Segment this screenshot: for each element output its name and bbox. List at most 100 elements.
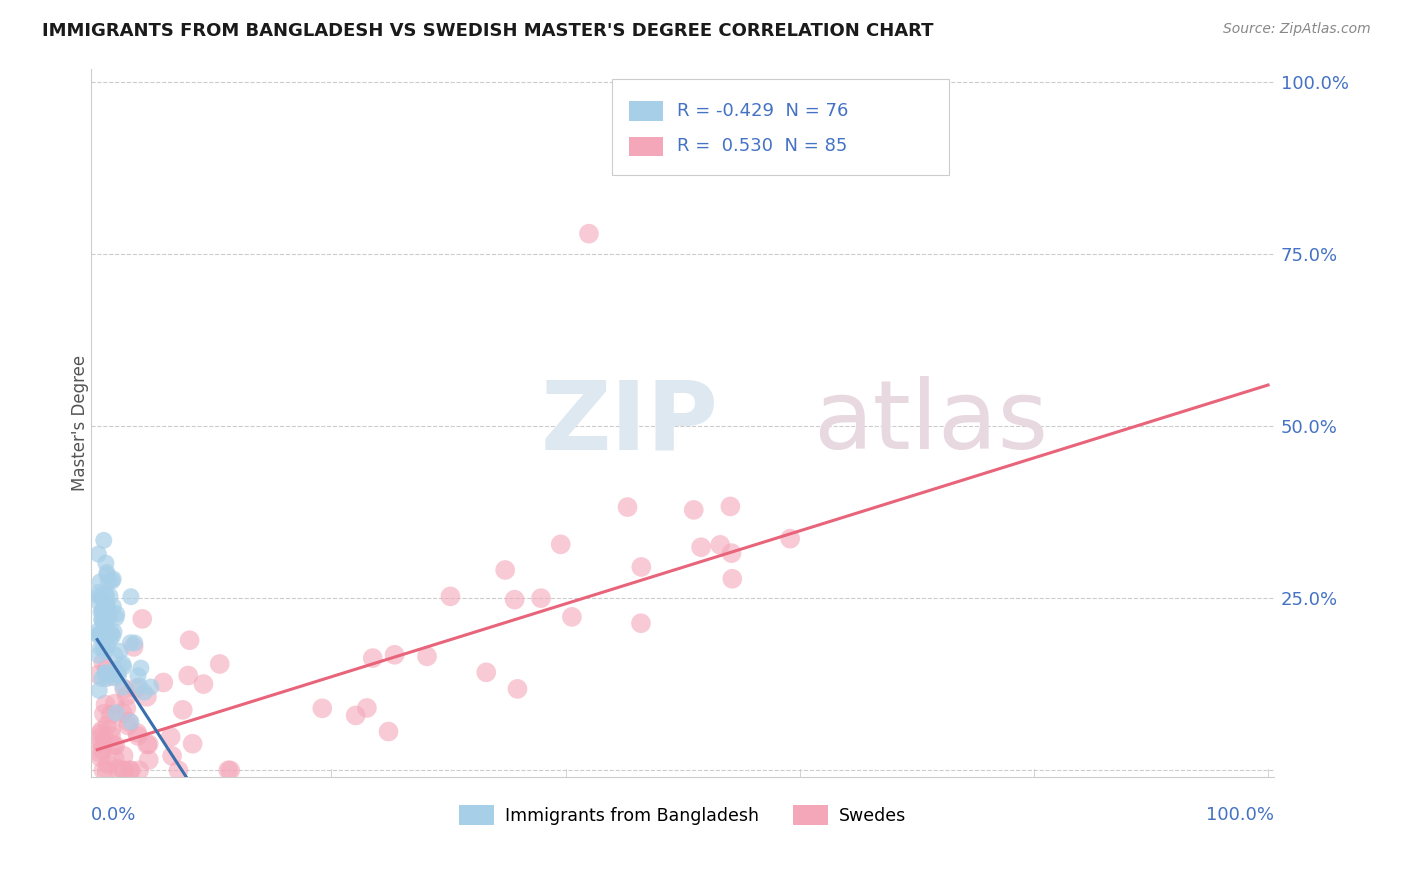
Point [344,708,367,723]
Point [87,628,110,642]
Point [112,681,135,696]
Point [506,681,529,696]
Point [96,662,118,676]
Point [111,706,134,720]
Point [217,764,239,778]
Point [181,737,204,751]
Point [159,730,181,744]
Point [129,661,152,675]
Point [721,572,744,586]
Point [105,706,128,720]
Point [135,690,157,704]
Point [550,537,572,551]
Point [91,640,114,654]
Point [630,616,652,631]
Point [104,739,127,753]
Point [94,624,117,639]
Text: atlas: atlas [813,376,1047,469]
Point [112,748,135,763]
Point [131,612,153,626]
Point [89,589,111,603]
Point [105,610,128,624]
Point [96,614,118,628]
Point [90,605,112,619]
Point [177,668,200,682]
Point [93,706,115,721]
Point [93,764,115,778]
Point [690,540,713,554]
Point [111,657,134,671]
Point [94,602,117,616]
Point [127,726,149,740]
Point [94,698,117,712]
Point [96,567,118,582]
Point [103,599,125,614]
Point [97,574,120,589]
Point [125,681,148,696]
Point [117,718,139,732]
Point [93,613,115,627]
Point [503,592,526,607]
Point [103,738,125,752]
Point [97,599,120,613]
Point [416,649,439,664]
Point [94,666,117,681]
Point [120,714,142,729]
Point [104,697,127,711]
Point [90,723,112,738]
Point [117,714,139,729]
Point [94,672,117,686]
Point [94,665,117,680]
Point [311,701,333,715]
Point [193,677,215,691]
Point [100,722,122,736]
Point [127,669,149,683]
Point [128,764,150,778]
Point [98,669,121,683]
Point [630,560,652,574]
Point [91,624,114,639]
Point [98,609,121,624]
Point [384,648,406,662]
Y-axis label: Master's Degree: Master's Degree [72,355,89,491]
Point [208,657,231,671]
Point [87,595,110,609]
Point [97,639,120,653]
Point [134,685,156,699]
Point [89,731,111,745]
Point [112,764,135,778]
Point [87,547,110,561]
Point [93,533,115,548]
Point [107,666,129,681]
Point [530,591,553,606]
Point [87,745,110,759]
Point [91,604,114,618]
Point [578,227,600,241]
Point [93,632,115,646]
Point [94,732,117,747]
Point [89,683,111,698]
Point [124,636,146,650]
Point [96,607,118,622]
Point [561,610,583,624]
Point [616,500,638,514]
Point [356,701,378,715]
Point [100,729,122,743]
Point [107,668,129,682]
Text: IMMIGRANTS FROM BANGLADESH VS SWEDISH MASTER'S DEGREE CORRELATION CHART: IMMIGRANTS FROM BANGLADESH VS SWEDISH MA… [42,22,934,40]
Point [90,591,112,605]
Point [89,750,111,764]
Point [89,640,111,655]
Point [103,624,125,639]
Point [107,762,129,776]
Point [90,672,112,686]
Text: ZIP: ZIP [541,376,718,469]
Point [105,607,128,621]
Point [87,585,110,599]
Legend: Immigrants from Bangladesh, Swedes: Immigrants from Bangladesh, Swedes [460,805,905,825]
Point [96,718,118,732]
Point [87,667,110,681]
Point [91,655,114,669]
Point [103,751,125,765]
Point [91,743,114,757]
